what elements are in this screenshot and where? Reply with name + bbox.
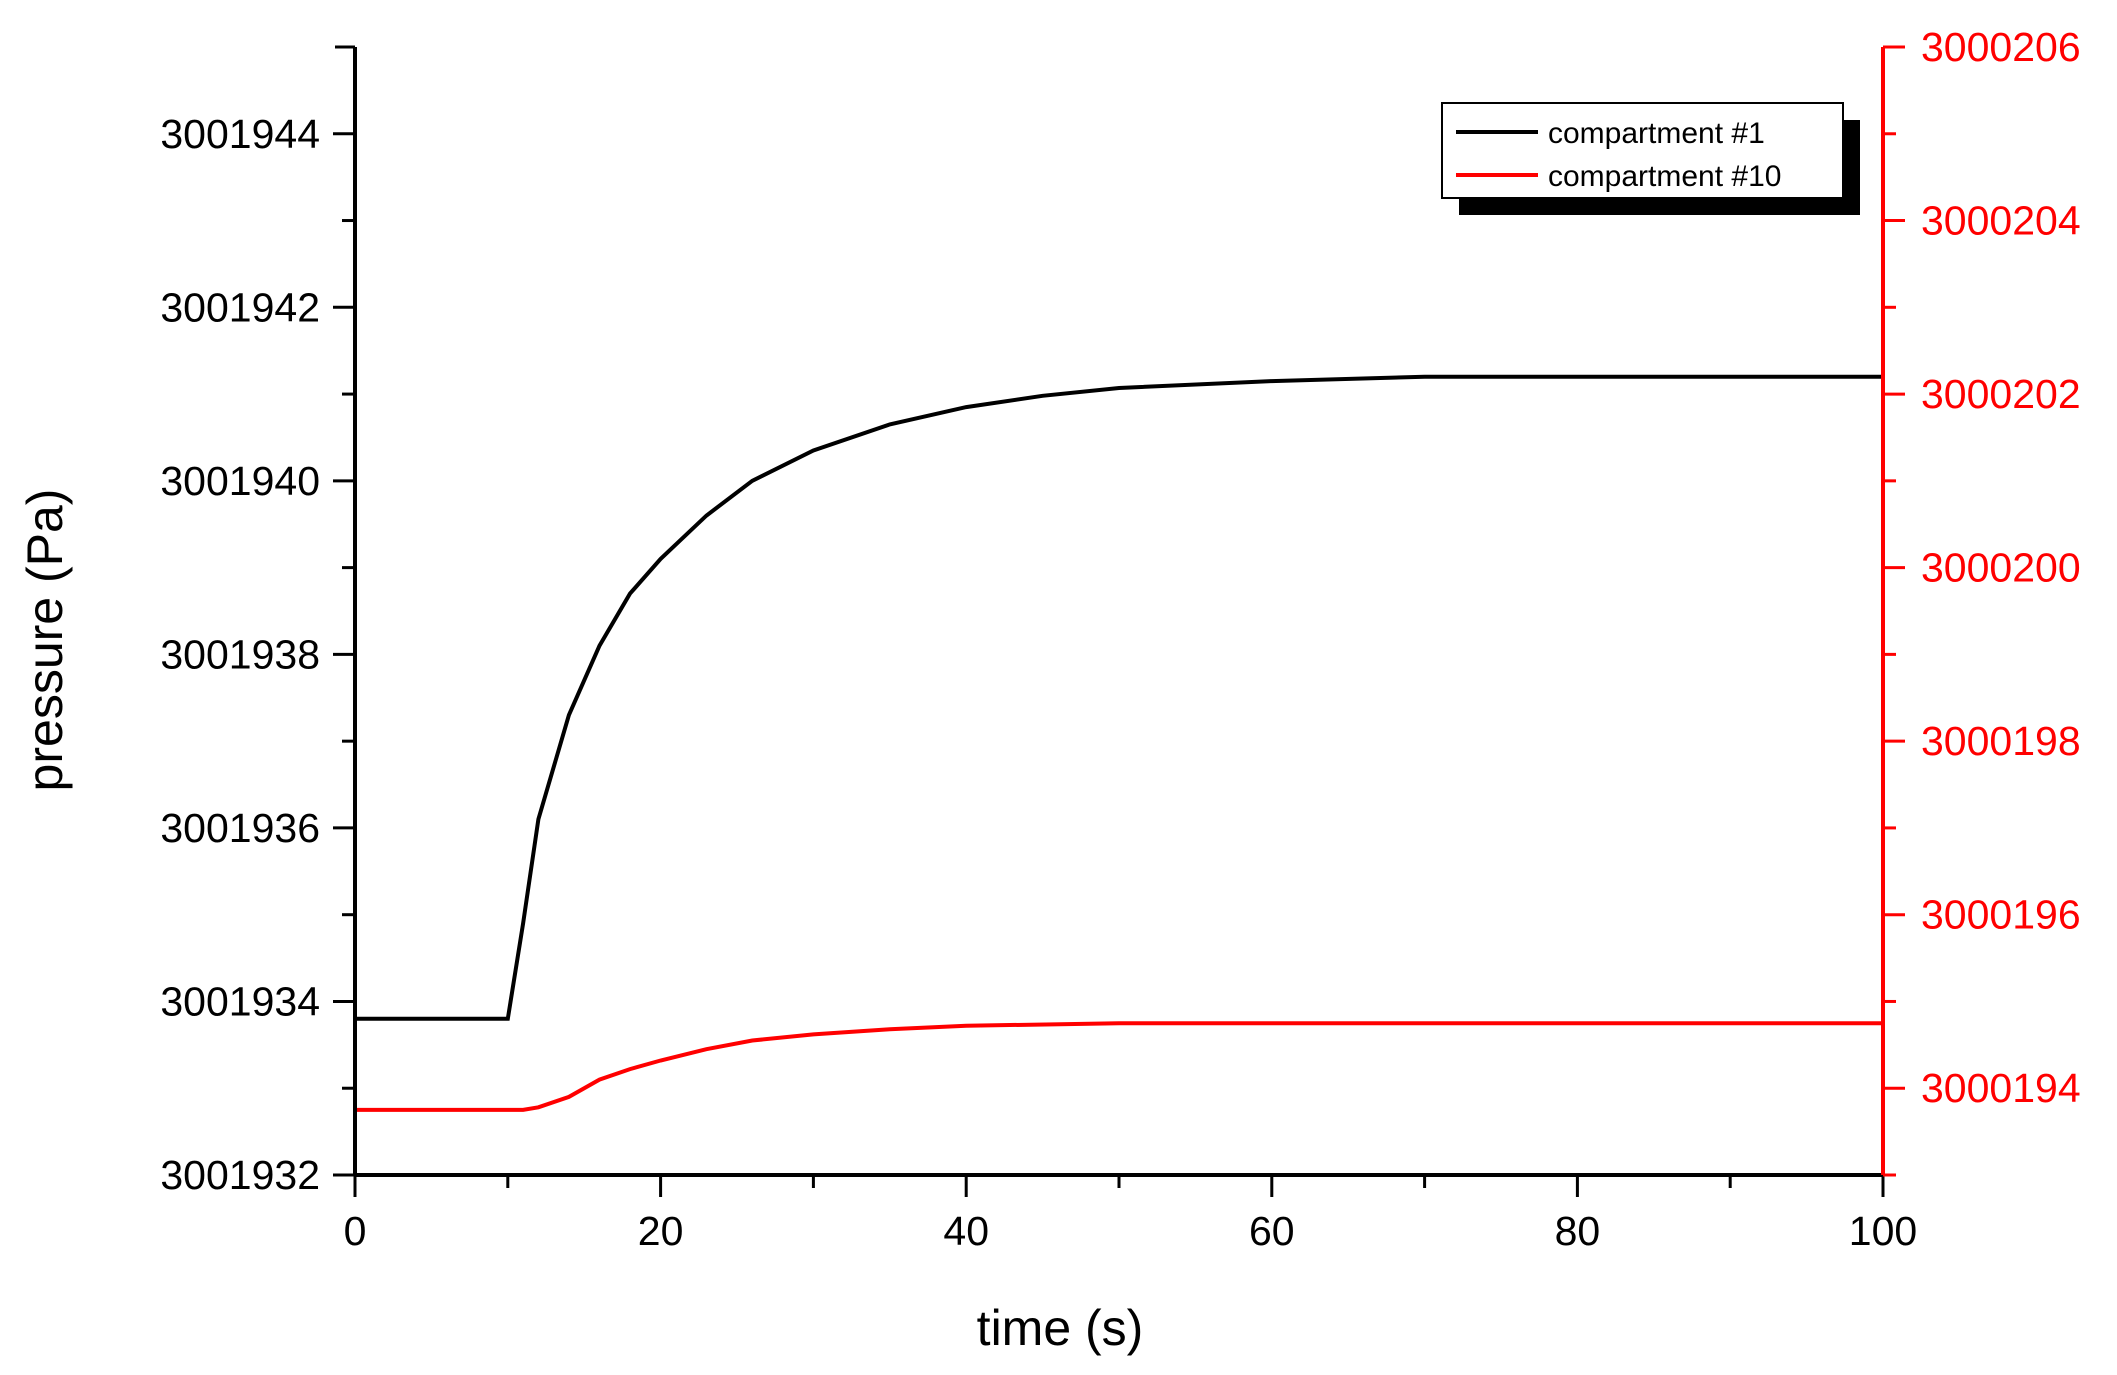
y-tick-label-right: 3000204: [1921, 198, 2081, 244]
x-axis-label: time (s): [977, 1300, 1144, 1356]
legend-label-compartment-10: compartment #10: [1548, 160, 1781, 193]
x-tick-label: 100: [1849, 1208, 1917, 1254]
x-tick-label: 20: [638, 1208, 684, 1254]
legend: compartment #1 compartment #10: [1441, 102, 1860, 215]
y-tick-label-right: 3000202: [1921, 371, 2081, 417]
y-tick-label-left: 3001940: [160, 458, 320, 504]
x-tick-label: 40: [943, 1208, 989, 1254]
plot-lines: [355, 374, 1883, 1112]
x-tick-label: 0: [344, 1208, 367, 1254]
series-line-1: [355, 374, 1883, 1021]
y-tick-label-right: 3000196: [1921, 892, 2081, 938]
legend-box: [1441, 102, 1844, 199]
y-tick-label-left: 3001942: [160, 284, 320, 330]
x-tick-label: 60: [1249, 1208, 1295, 1254]
y-tick-label-right: 3000198: [1921, 718, 2081, 764]
legend-label-compartment-1: compartment #1: [1548, 117, 1765, 150]
y-tick-label-right: 3000194: [1921, 1065, 2081, 1111]
y-tick-label-left: 3001944: [160, 111, 320, 157]
y-tick-label-left: 3001936: [160, 805, 320, 851]
y-tick-label-left: 3001934: [160, 978, 320, 1024]
y-tick-label-right: 3000200: [1921, 545, 2081, 591]
y-tick-label-right: 3000206: [1921, 24, 2081, 70]
series-line-2: [355, 1021, 1883, 1112]
y-axis-label: pressure (Pa): [17, 489, 73, 792]
x-tick-label: 80: [1555, 1208, 1601, 1254]
y-tick-label-left: 3001932: [160, 1152, 320, 1198]
y-tick-label-left: 3001938: [160, 631, 320, 677]
axes: 0 20 40 60 80 100 3001932 3001934 3001936 3001938…: [160, 24, 2080, 1254]
